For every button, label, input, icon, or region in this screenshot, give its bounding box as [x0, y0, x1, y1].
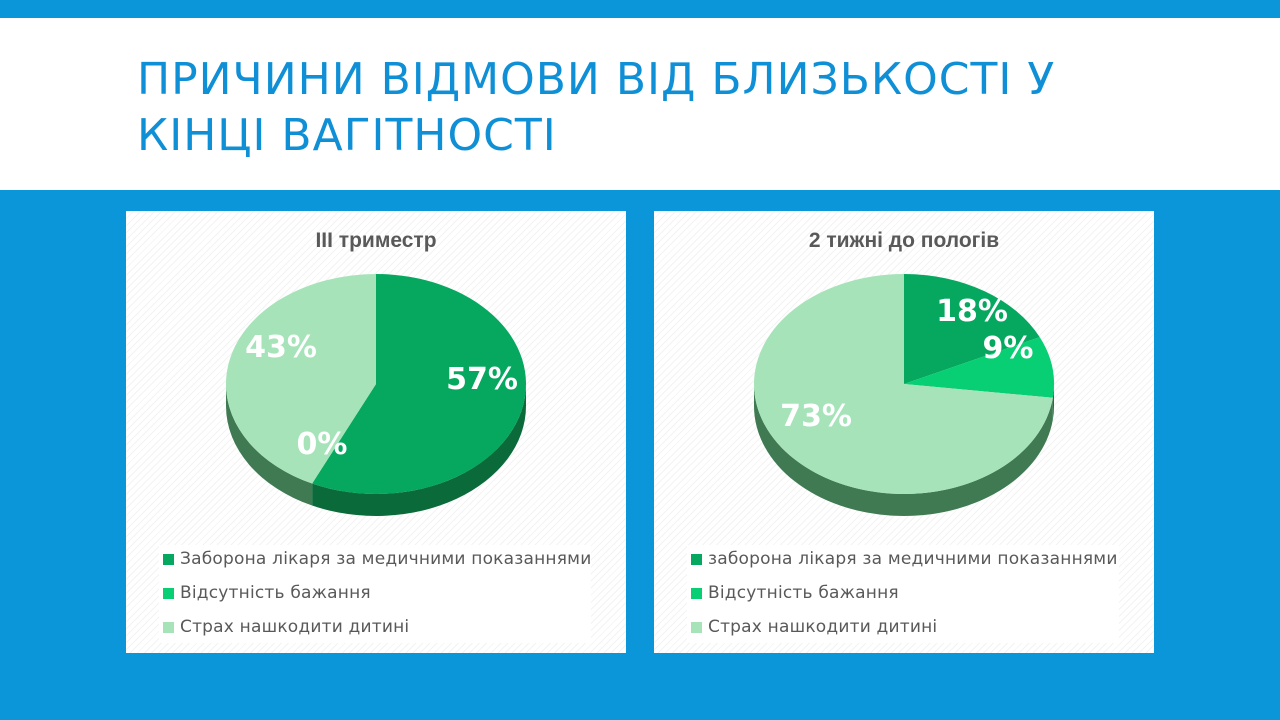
pie-chart: 18%9% 73% [754, 274, 1054, 516]
pie-slice-side [1052, 384, 1054, 420]
chart-panel-third-trimester: III триместр 57% 0% 43% Заборона лікаря за… [126, 211, 626, 653]
legend-label: Відсутність бажання [180, 583, 371, 603]
pie-chart: 57% 0% 43% [226, 274, 526, 516]
legend-label: Заборона лікаря за медичними показаннями [180, 549, 592, 569]
legend-swatch [163, 553, 174, 565]
legend-swatch [691, 553, 702, 565]
legend-swatch [691, 621, 702, 633]
pie-slice-side [226, 384, 313, 506]
chart-legend: Заборона лікаря за медичними показаннями… [159, 545, 591, 643]
chart-title: 2 тижні до пологів [808, 229, 1000, 252]
legend-label: заборона лікаря за медичними показаннями [708, 549, 1118, 569]
pie-slice [226, 274, 376, 484]
pie-data-label: 0% [297, 427, 348, 462]
pie-data-label: 18% [936, 294, 1008, 329]
pie-slice [904, 274, 1040, 384]
legend-label: Страх нашкодити дитині [708, 617, 938, 637]
legend-swatch [163, 621, 174, 633]
pie-data-label: 9% [983, 331, 1034, 366]
pie-slice-side [754, 384, 1053, 516]
legend-label: Відсутність бажання [708, 583, 899, 603]
pie-top-faces [226, 274, 526, 494]
pie-data-label: 43% [245, 330, 317, 365]
legend-swatch [163, 587, 174, 599]
pie-data-label: 73% [780, 399, 852, 434]
pie-data-label: 57% [446, 362, 518, 397]
chart-panel-two-weeks: 2 тижні до пологів 18% 9% 73% заборона лік… [654, 211, 1154, 653]
pie-slice [312, 274, 526, 494]
legend-item: Відсутність бажання [691, 581, 899, 605]
pie-top-faces [754, 274, 1054, 494]
legend-item: Страх нашкодити дитині [691, 615, 937, 639]
pie-slice [904, 337, 1054, 398]
legend-swatch [691, 587, 702, 599]
pie-side-walls [226, 384, 526, 516]
legend-item: Страх нашкодити дитині [163, 615, 409, 639]
legend-item: заборона лікаря за медичними показаннями [691, 547, 1118, 571]
pie-slice-side [312, 384, 526, 516]
legend-item: Заборона лікаря за медичними показаннями [163, 547, 591, 571]
chart-title: III триместр [315, 229, 437, 252]
slide-title: Причини відмови від близькості у кінці в… [137, 54, 1056, 161]
legend-item: Відсутність бажання [163, 581, 371, 605]
chart-legend: заборона лікаря за медичними показаннями… [687, 545, 1119, 643]
pie-side-walls [754, 384, 1054, 516]
legend-label: Страх нашкодити дитині [180, 617, 410, 637]
pie-slice [754, 274, 1053, 494]
title-band [0, 18, 1280, 190]
